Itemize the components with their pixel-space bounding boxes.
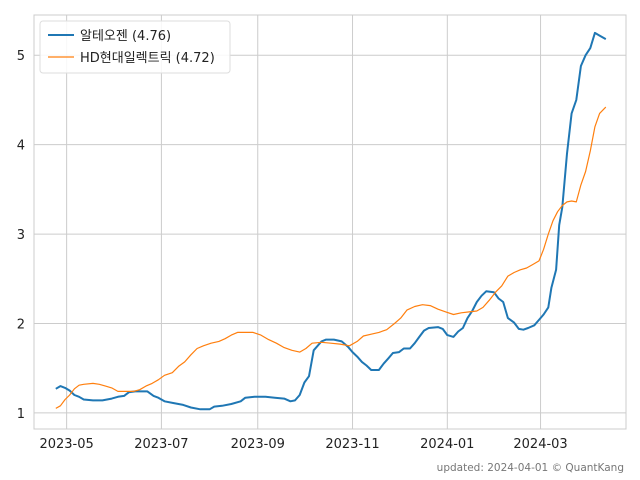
legend-box — [39, 20, 231, 74]
series-lines — [55, 31, 607, 411]
footer-credit: updated: 2024-04-01 © QuantKang — [437, 462, 624, 474]
x-tick-label: 2024-01 — [420, 437, 474, 452]
grid — [34, 15, 626, 429]
series-line-1 — [55, 31, 607, 411]
plot-frame — [33, 14, 627, 430]
series-line-2 — [55, 106, 607, 409]
y-tick-label: 3 — [17, 228, 25, 243]
tick-labels: 1 2 3 4 5 2023-05 2023-07 2023-09 2023-11 2024-01… — [17, 49, 568, 452]
legend-label-1: 알테오젠 (4.76) — [80, 29, 171, 44]
x-tick-label: 2024-03 — [513, 437, 567, 452]
x-tick-label: 2023-07 — [134, 437, 188, 452]
legend: 알테오젠 (4.76) HD현대일렉트릭 (4.72) — [39, 20, 231, 74]
x-tick-label: 2023-09 — [231, 437, 285, 452]
legend-label-2: HD현대일렉트릭 (4.72) — [80, 51, 215, 66]
x-tick-label: 2023-11 — [325, 437, 379, 452]
y-tick-label: 5 — [17, 49, 25, 64]
y-tick-label: 2 — [17, 317, 25, 332]
y-tick-label: 4 — [17, 139, 25, 154]
y-tick-label: 1 — [17, 407, 25, 422]
x-tick-label: 2023-05 — [39, 437, 93, 452]
